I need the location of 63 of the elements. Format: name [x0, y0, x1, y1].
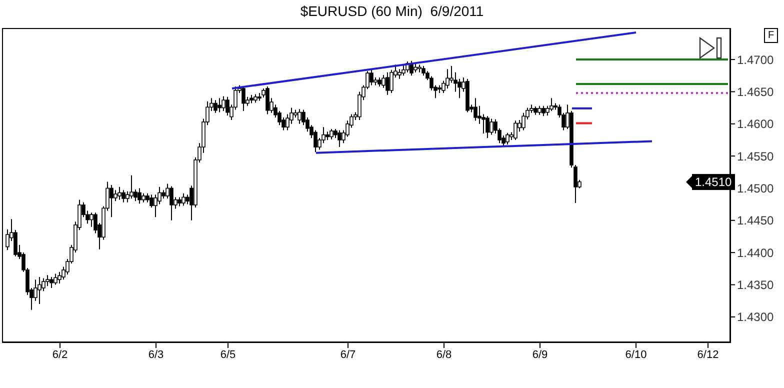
x-tick-label: 6/5	[220, 348, 236, 361]
candlestick	[402, 64, 406, 76]
candlestick	[298, 108, 302, 124]
candlestick	[550, 98, 554, 112]
candlestick	[382, 74, 386, 88]
candlestick	[142, 192, 146, 203]
candlestick	[118, 186, 122, 200]
candlestick	[226, 96, 230, 116]
candlestick	[150, 194, 154, 208]
y-tick-label: 1.4350	[737, 278, 774, 292]
candlestick	[338, 130, 342, 148]
chart-title: $EURUSD (60 Min) 6/9/2011	[299, 3, 485, 19]
candlestick	[486, 116, 490, 139]
candlestick	[446, 68, 450, 89]
candlestick	[114, 190, 118, 202]
candlestick	[222, 96, 226, 112]
x-tick-label: 6/10	[625, 348, 647, 361]
y-tick-label: 1.4450	[737, 214, 774, 228]
y-tick-label: 1.4500	[737, 181, 774, 196]
candlestick	[46, 274, 50, 287]
x-tick-label: 6/2	[52, 348, 68, 361]
x-tick-label: 6/12	[697, 348, 719, 361]
y-tick-label: 1.4600	[737, 117, 774, 132]
y-tick-label: 1.4700	[737, 52, 774, 67]
candlestick	[538, 105, 542, 116]
x-tick-label: 6/8	[436, 348, 452, 361]
y-tick-label: 1.4550	[737, 149, 774, 164]
candlestick	[506, 132, 510, 145]
candlestick	[138, 188, 142, 204]
candlestick	[414, 62, 418, 73]
candlestick	[90, 212, 94, 228]
x-tick-label: 6/7	[340, 348, 356, 361]
y-tick-label: 1.4400	[737, 246, 774, 260]
candlestick	[38, 276, 42, 305]
candlestick	[422, 65, 426, 76]
candlestick	[370, 69, 374, 86]
candlestick	[522, 112, 526, 131]
candlestick	[542, 105, 546, 117]
candlestick	[214, 100, 218, 114]
candlestick	[378, 77, 382, 88]
candlestick	[122, 190, 126, 203]
candlestick	[170, 186, 174, 221]
candlestick	[50, 276, 54, 288]
candlestick	[410, 60, 414, 76]
candlestick	[182, 192, 186, 206]
candlestick	[266, 86, 270, 115]
candlestick	[490, 118, 494, 136]
candlestick	[130, 174, 134, 200]
candlestick	[218, 98, 222, 113]
text: F	[764, 28, 778, 43]
x-tick-label: 6/3	[148, 348, 164, 361]
x-tick-label: 6/9	[532, 348, 548, 361]
candlestick	[178, 196, 182, 207]
candlestick	[330, 128, 334, 140]
candlestick	[514, 120, 518, 140]
candlestick	[474, 98, 478, 122]
candlestick	[110, 184, 114, 218]
y-tick-label: 1.4300	[737, 310, 774, 324]
candlestick	[386, 72, 390, 96]
y-tick-label: 1.4650	[737, 84, 774, 99]
candlestick	[54, 273, 58, 286]
candlestick	[398, 68, 402, 80]
annotation: 1.4510	[692, 174, 735, 190]
